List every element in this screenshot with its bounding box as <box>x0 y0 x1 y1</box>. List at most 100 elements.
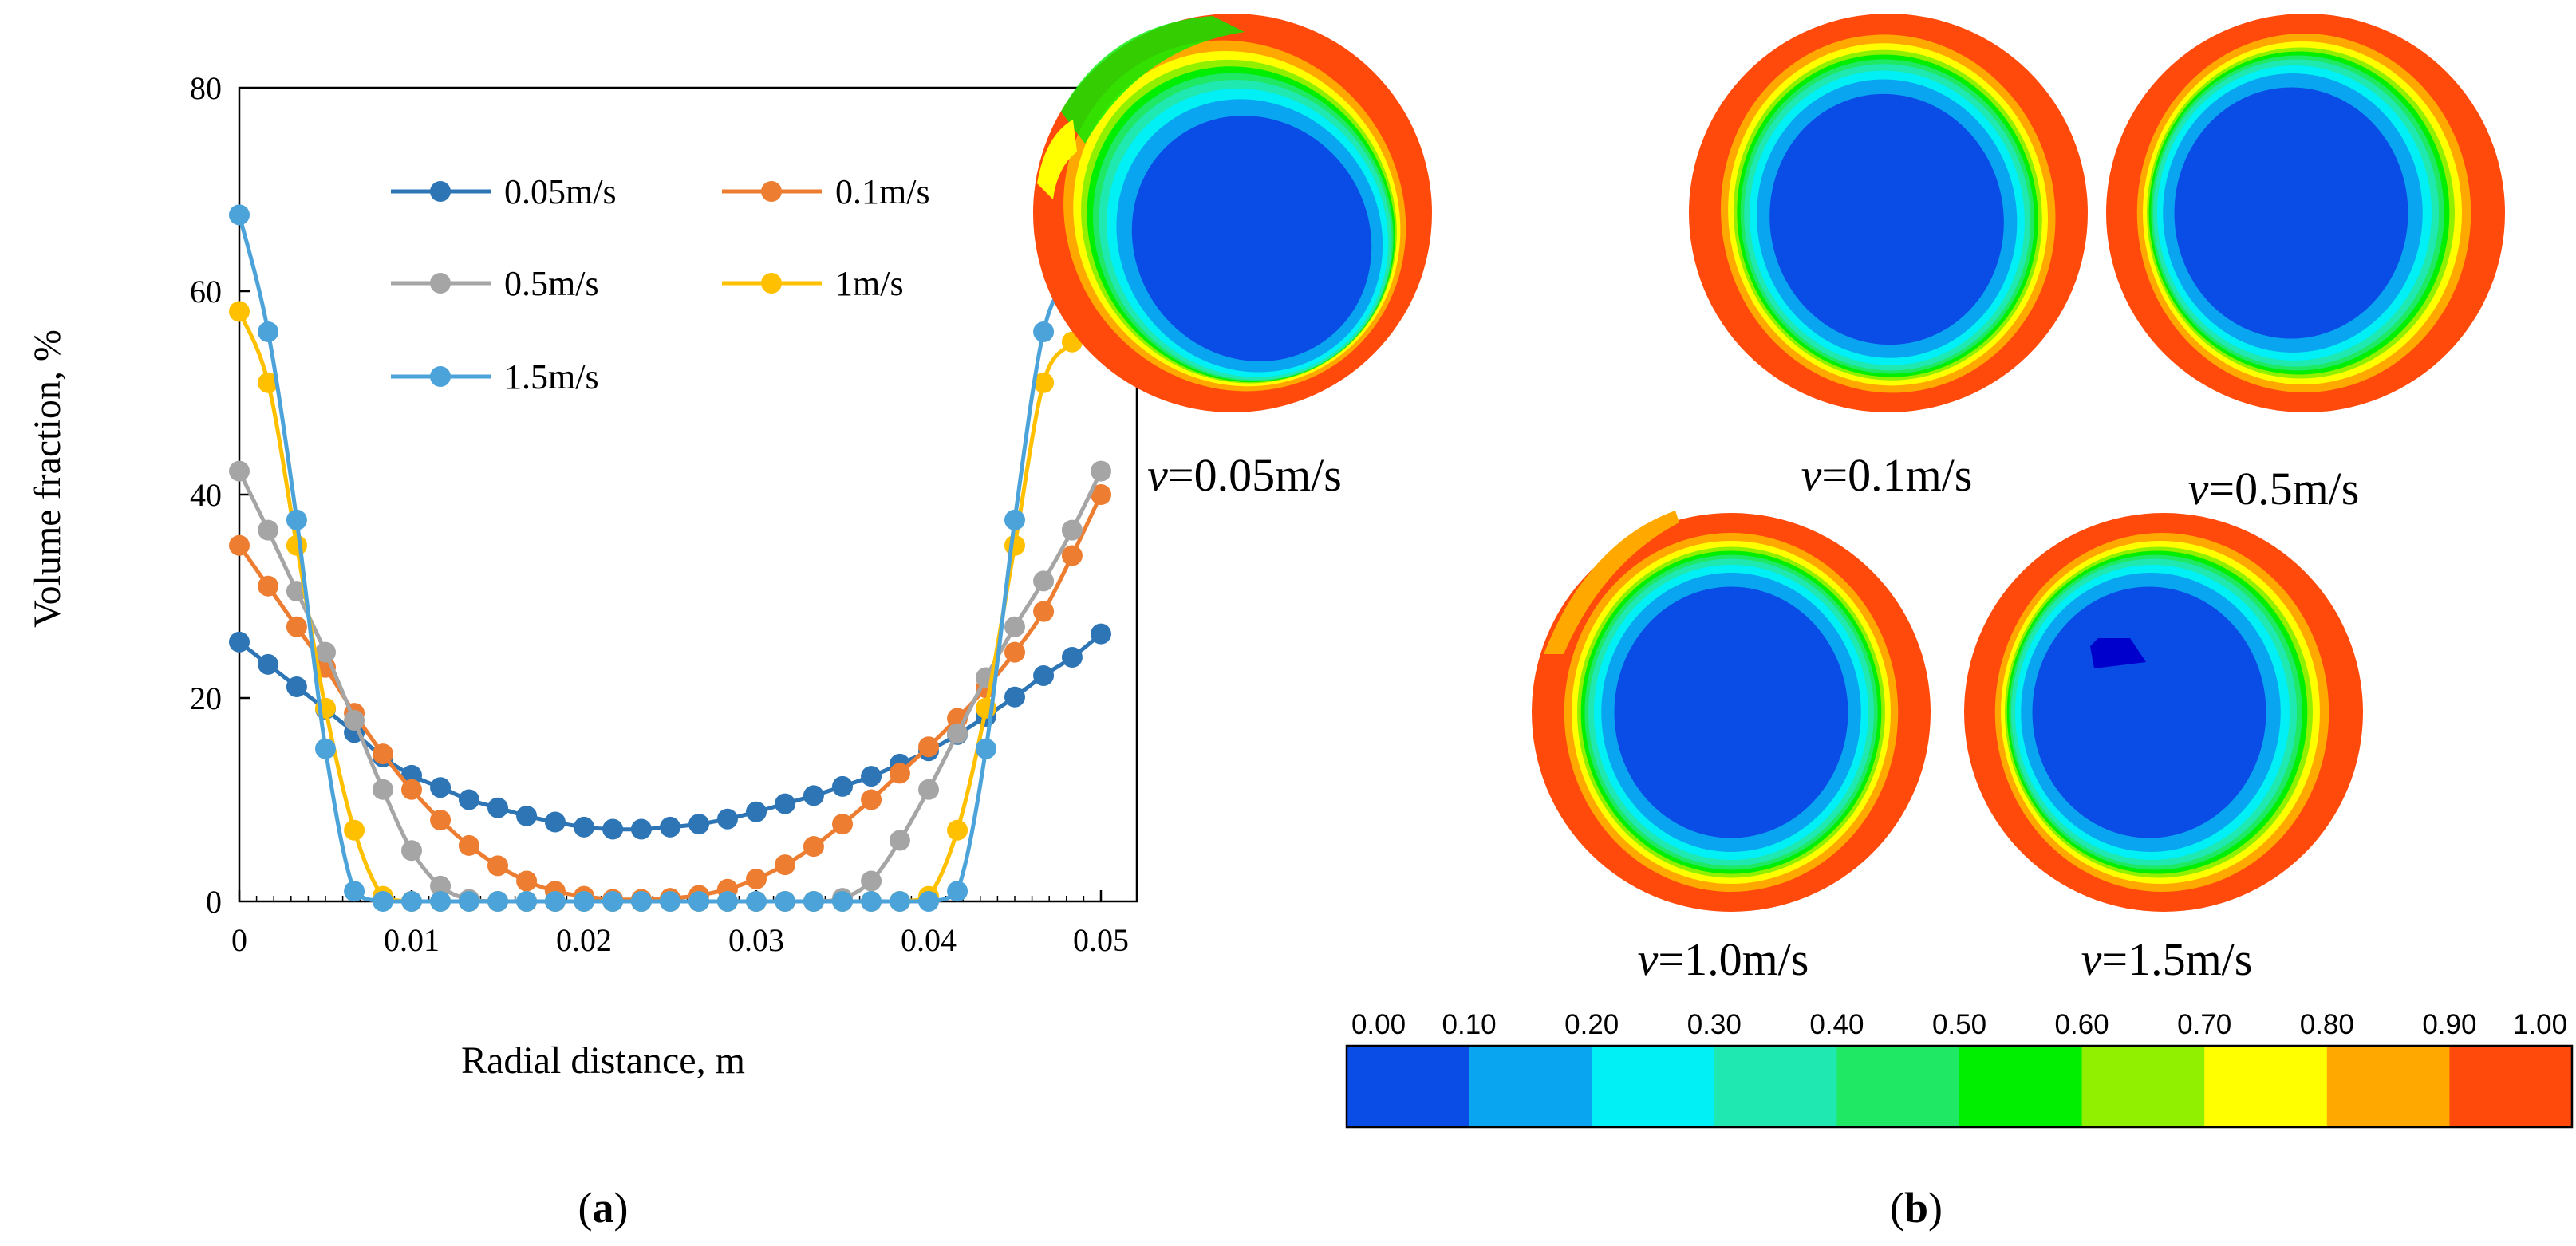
x-tick-label: 0.01 <box>384 922 440 958</box>
data-point <box>889 763 910 784</box>
data-point <box>544 891 566 912</box>
data-point <box>918 779 939 800</box>
data-point <box>947 881 968 902</box>
velocity-captions: v=0.05m/s v=0.1m/s v=0.5m/s v=1.0m/s v=1… <box>1147 449 2359 985</box>
contour-band <box>1614 586 1848 838</box>
data-point <box>1004 534 1025 556</box>
contour-patch <box>1544 511 1679 654</box>
data-point <box>458 834 479 856</box>
data-point <box>258 519 279 541</box>
data-point <box>401 891 422 912</box>
data-point <box>258 372 279 393</box>
colorbar-label: 0.10 <box>1442 1009 1497 1040</box>
axis-ticks: 0 20 40 60 80 0 0.01 0.02 0.03 0.04 0.05 <box>190 70 1129 958</box>
legend-item: 0.05m/s <box>391 172 617 211</box>
data-point <box>286 534 307 556</box>
data-point <box>716 808 738 830</box>
data-point <box>746 801 767 822</box>
colorbar-label: 0.20 <box>1564 1009 1619 1040</box>
data-point <box>630 818 652 840</box>
data-point <box>229 534 250 556</box>
data-point <box>861 891 882 912</box>
data-point <box>516 805 538 826</box>
data-point <box>487 855 508 877</box>
data-point <box>1004 509 1025 530</box>
data-point <box>716 891 738 912</box>
colorbar-label: 0.40 <box>1809 1009 1864 1040</box>
x-tick-label: 0.03 <box>728 922 784 958</box>
data-point <box>1091 484 1111 505</box>
contour-band <box>1131 116 1372 361</box>
colorbar-frame <box>1345 1044 2574 1129</box>
data-point <box>918 736 939 758</box>
data-point <box>1061 519 1083 541</box>
data-point <box>544 811 566 833</box>
colorbar-cell <box>1592 1046 1715 1127</box>
legend-label: 0.5m/s <box>504 264 599 303</box>
data-point <box>1033 321 1055 342</box>
legend-item: 1.5m/s <box>391 357 599 396</box>
panel-label-a: (a) <box>578 1184 629 1232</box>
legend-label: 1m/s <box>835 264 904 303</box>
caption-v-0.5: v=0.5m/s <box>2188 463 2360 515</box>
series-0.05m/s <box>229 623 1111 840</box>
data-point <box>487 891 508 912</box>
data-point <box>602 891 624 912</box>
data-point <box>746 891 767 912</box>
colorbar-cell <box>1714 1046 1837 1127</box>
y-tick-label: 40 <box>190 477 222 513</box>
colorbar-cell <box>2081 1046 2205 1127</box>
data-point <box>574 816 594 838</box>
data-point <box>688 814 710 835</box>
data-point <box>487 797 508 818</box>
y-tick-label: 0 <box>206 884 222 920</box>
contour-patch <box>1061 16 1245 144</box>
data-point <box>458 891 479 912</box>
data-point <box>372 779 393 800</box>
data-point <box>688 891 710 912</box>
panel-label-b: (b) <box>1890 1184 1943 1232</box>
data-point <box>258 653 279 675</box>
data-point <box>832 775 853 797</box>
data-point <box>229 460 250 482</box>
data-point <box>258 321 279 342</box>
colorbar-cell <box>2326 1046 2450 1127</box>
colorbar-cell <box>1959 1046 2083 1127</box>
series-layer <box>229 204 1111 912</box>
legend-swatch-marker <box>761 273 782 294</box>
data-point <box>889 891 910 912</box>
data-point <box>1004 641 1025 663</box>
contour-map-1 <box>1689 14 2088 412</box>
x-tick-label: 0 <box>231 922 247 958</box>
colorbar-label: 0.50 <box>1932 1009 1986 1040</box>
data-point <box>746 868 767 889</box>
caption-v-1.5: v=1.5m/s <box>2081 933 2253 985</box>
legend-swatch-marker <box>430 273 451 294</box>
legend-item: 1m/s <box>722 264 904 303</box>
colorbar-label: 0.60 <box>2055 1009 2109 1040</box>
data-point <box>1061 545 1083 566</box>
x-tick-label: 0.02 <box>556 922 612 958</box>
contour-band <box>1769 93 2004 345</box>
data-point <box>430 875 452 897</box>
data-point <box>861 870 882 892</box>
contour-map-3 <box>1532 511 1931 912</box>
data-point <box>258 575 279 597</box>
legend-swatch-marker <box>761 181 782 202</box>
legend-item: 0.1m/s <box>722 172 930 211</box>
data-point <box>430 891 452 912</box>
data-point <box>401 840 422 862</box>
data-point <box>516 891 538 912</box>
data-point <box>975 738 996 759</box>
colorbar-cells <box>1347 1046 2573 1127</box>
colorbar-label: 0.90 <box>2422 1009 2476 1040</box>
legend-label: 1.5m/s <box>504 357 599 396</box>
legend-label: 0.1m/s <box>835 172 930 211</box>
data-point <box>803 785 824 806</box>
data-point <box>1061 647 1083 668</box>
data-point <box>775 793 796 814</box>
data-point <box>344 819 365 841</box>
data-point <box>1033 601 1055 622</box>
data-point <box>286 509 307 530</box>
